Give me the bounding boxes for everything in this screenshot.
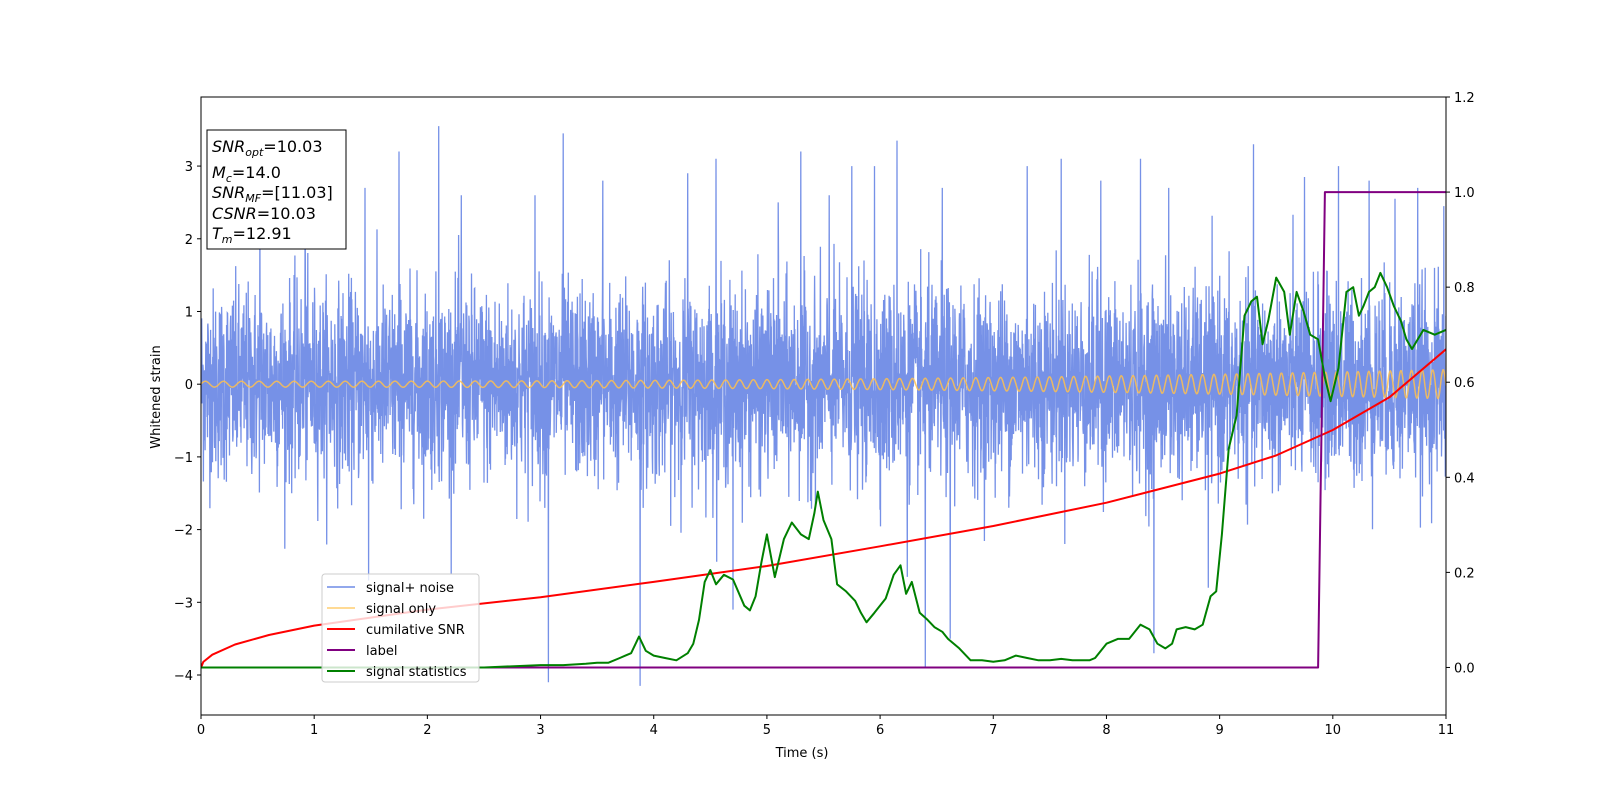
x-tick-label: 10 (1325, 723, 1342, 738)
y-tick-label: 0 (185, 378, 193, 393)
plot-area (201, 126, 1446, 686)
y-tick-label: −4 (174, 669, 193, 684)
y-tick-label: −1 (174, 451, 193, 466)
x-tick-label: 6 (876, 723, 884, 738)
x-tick-label: 11 (1438, 723, 1455, 738)
legend-signal-only-label: signal only (366, 602, 436, 617)
x-tick-label: 0 (197, 723, 205, 738)
legend-signal-only-item: signal only (327, 602, 436, 617)
info-tm: Tm=12.91 (212, 224, 292, 246)
y-axis-label: Whitened strain (149, 345, 164, 448)
y-tick-label: −3 (174, 596, 193, 611)
y2-tick-label: 0.4 (1454, 471, 1475, 486)
info-box: SNRopt=10.03 Mc=14.0 SNRMF=[11.03] CSNR=… (206, 129, 347, 250)
y2-tick-label: 1.2 (1454, 91, 1475, 106)
legend: signal+ noise signal only cumilative SNR la… (321, 573, 480, 683)
x-tick-label: 4 (650, 723, 658, 738)
legend-signal-noise-label: signal+ noise (366, 581, 454, 596)
legend-label-item: label (327, 644, 397, 659)
info-snr-mf: SNRMF=[11.03] (212, 183, 333, 205)
y2-tick-label: 0.2 (1454, 566, 1475, 581)
series-cumilative-snr-line (201, 348, 1446, 669)
x-axis-label: Time (s) (775, 746, 829, 761)
legend-frame (321, 573, 480, 683)
info-box-frame (206, 129, 347, 250)
y-tick-label: −2 (174, 524, 193, 539)
legend-signal-statistics-label: signal statistics (366, 665, 467, 680)
info-csnr: CSNR=10.03 (212, 204, 316, 223)
x-tick-label: 8 (1102, 723, 1110, 738)
y2-tick-label: 1.0 (1454, 186, 1475, 201)
x-tick-label: 5 (763, 723, 771, 738)
y2-tick-label: 0.0 (1454, 661, 1475, 676)
legend-cumilative-snr-label: cumilative SNR (366, 623, 465, 638)
legend-signal-noise-item: signal+ noise (327, 581, 454, 596)
info-snr-opt: SNRopt=10.03 (212, 137, 323, 159)
y-tick-label: 1 (185, 305, 193, 320)
y-tick-label: 2 (185, 233, 193, 248)
axes: 0 1 2 3 4 5 6 7 8 9 10 11 −4 −3 −2 −1 0 1 2 3 0.0 0.2 0.4 0.6 0.… (174, 91, 1475, 738)
legend-label-label: label (366, 644, 397, 659)
legend-cumilative-snr-item: cumilative SNR (327, 623, 465, 638)
x-tick-label: 7 (989, 723, 997, 738)
x-tick-label: 2 (423, 723, 431, 738)
series-label-line (201, 191, 1446, 669)
x-tick-label: 3 (536, 723, 544, 738)
y2-tick-label: 0.8 (1454, 281, 1475, 296)
series-signal-statistics-line (201, 271, 1446, 669)
x-tick-label: 9 (1215, 723, 1223, 738)
legend-signal-statistics-item: signal statistics (327, 665, 467, 680)
plot-frame (200, 96, 1447, 716)
y-tick-label: 3 (185, 160, 193, 175)
y2-tick-label: 0.6 (1454, 376, 1475, 391)
info-mc: Mc=14.0 (212, 163, 281, 185)
x-tick-label: 1 (310, 723, 318, 738)
